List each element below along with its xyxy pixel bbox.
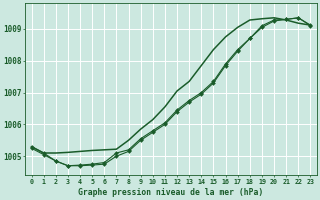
X-axis label: Graphe pression niveau de la mer (hPa): Graphe pression niveau de la mer (hPa) (78, 188, 264, 197)
